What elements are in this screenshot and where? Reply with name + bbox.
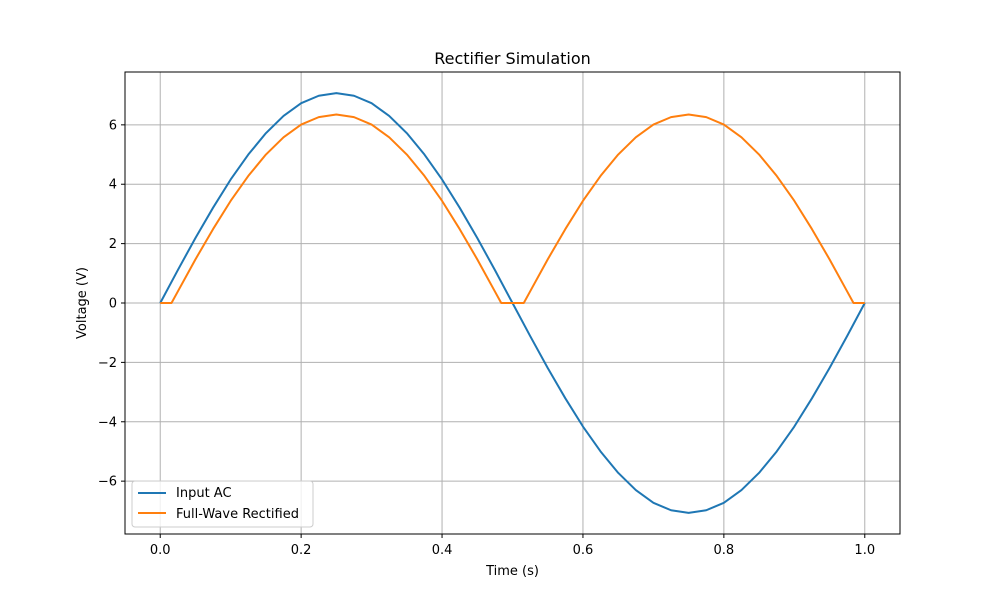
x-tick-label: 0.8 <box>714 543 735 558</box>
legend-label-input-ac: Input AC <box>176 486 232 501</box>
series-line-full-wave-rectified <box>160 113 865 304</box>
x-tick-label: 0.4 <box>432 543 453 558</box>
y-tick-label: 4 <box>109 178 117 193</box>
chart-title: Rectifier Simulation <box>434 49 591 68</box>
y-tick-label: −6 <box>98 475 117 490</box>
legend-label-full-wave-rectified: Full-Wave Rectified <box>176 507 299 522</box>
y-tick-label: 0 <box>109 297 117 312</box>
x-tick-label: 1.0 <box>854 543 875 558</box>
y-tick-label: −2 <box>98 356 117 371</box>
legend: Input AC Full-Wave Rectified <box>131 480 314 528</box>
x-tick-label: 0.0 <box>150 543 171 558</box>
x-tick-label: 0.2 <box>291 543 312 558</box>
x-tick-label: 0.6 <box>573 543 594 558</box>
y-tick-label: 6 <box>109 118 117 133</box>
y-axis-label: Voltage (V) <box>75 267 90 339</box>
y-tick-label: 2 <box>109 237 117 252</box>
legend-box <box>131 480 314 528</box>
axis-ticks: 0.0 0.2 0.4 0.6 0.8 1.0 −6 −4 −2 0 2 4 6 <box>98 118 875 558</box>
y-tick-label: −4 <box>98 415 117 430</box>
series-lines <box>159 92 866 514</box>
x-axis-label: Time (s) <box>485 564 539 579</box>
